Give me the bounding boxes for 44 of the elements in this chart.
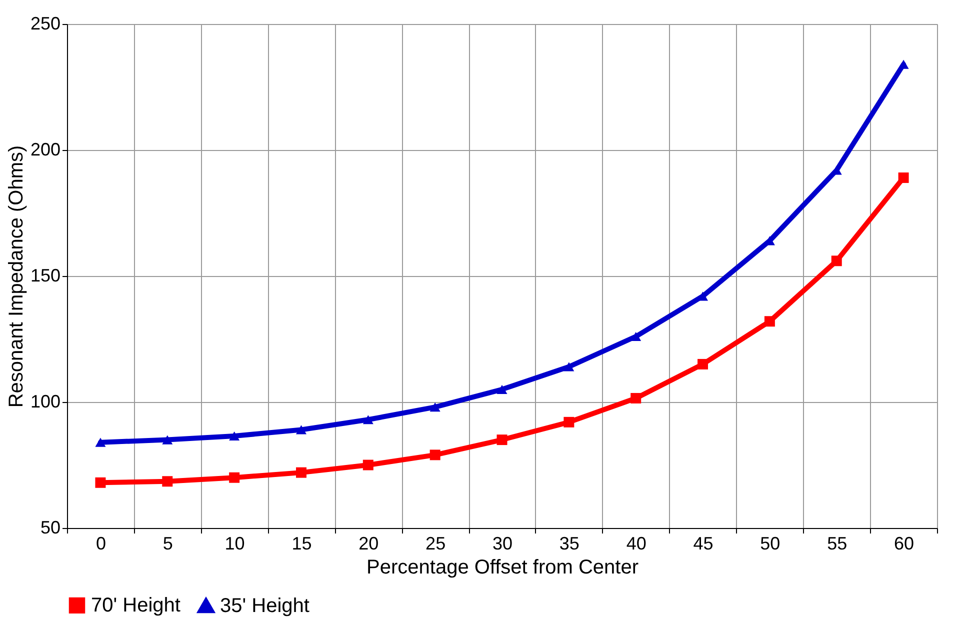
point [229,472,240,483]
x-tick-label: 5 [162,534,173,554]
x-tick-label: 45 [693,534,714,554]
point [162,435,173,444]
x-tick-label: 35 [559,534,580,554]
legend-label: 70' Height [91,594,181,616]
y-tick-label: 50 [40,518,60,538]
point [630,332,642,342]
point [95,477,106,488]
y-axis-title: Resonant Impedance (Ohms) [5,145,28,408]
point [564,362,574,372]
point [496,384,508,394]
point [430,450,440,460]
point [430,402,440,412]
y-tick-label: 100 [30,392,60,412]
x-tick-label: 55 [827,534,848,554]
x-axis-title: Percentage Offset from Center [366,556,639,578]
point [764,316,775,327]
point [296,467,306,478]
y-tick-label: 200 [30,140,60,160]
point [95,438,106,447]
point [898,172,909,183]
x-tick-label: 30 [492,534,513,554]
point [229,431,240,441]
x-tick-label: 0 [96,534,106,554]
x-tick-label: 60 [894,534,914,554]
y-tick-label: 150 [30,266,60,286]
x-tick-label: 10 [224,534,245,554]
y-tick-label: 250 [30,14,60,34]
x-tick-label: 50 [760,534,780,554]
point [698,358,708,370]
point [296,425,306,434]
point [564,416,574,428]
legend-label: 35' Height [220,594,310,617]
x-tick-label: 20 [358,534,379,554]
x-tick-label: 40 [626,534,646,554]
x-tick-label: 15 [292,534,312,554]
point [496,434,508,446]
point [162,476,173,487]
point [630,392,642,404]
point [362,460,374,470]
point [831,256,842,266]
point [362,415,374,424]
x-tick-label: 25 [426,534,446,554]
